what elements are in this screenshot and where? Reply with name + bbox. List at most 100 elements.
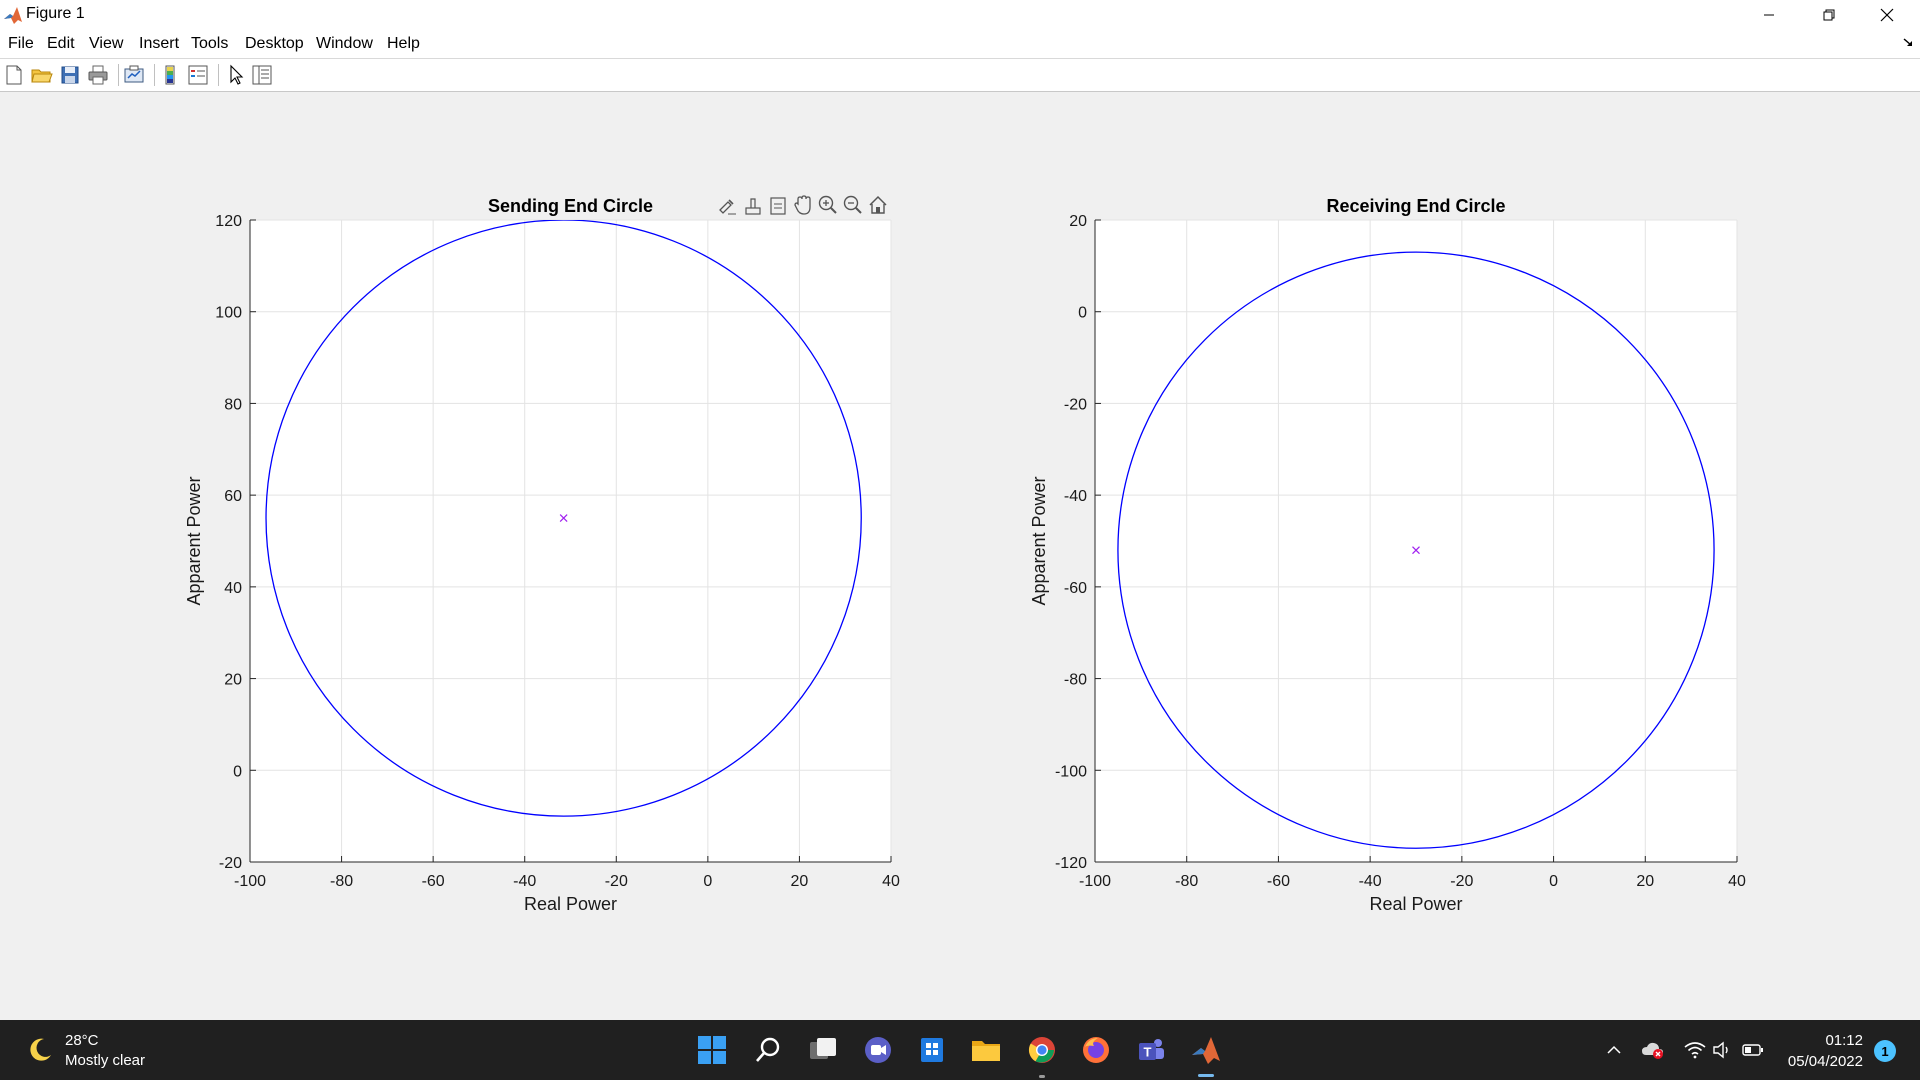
- file-explorer-button[interactable]: [968, 1032, 1004, 1068]
- x-axis-label: Real Power: [524, 894, 617, 914]
- edit-plot-button[interactable]: [224, 63, 248, 87]
- teams-icon: T: [1139, 1039, 1164, 1060]
- battery-status[interactable]: [1741, 1038, 1765, 1062]
- search-button[interactable]: [750, 1032, 786, 1068]
- task-view-button[interactable]: [805, 1032, 841, 1068]
- network-status[interactable]: [1683, 1038, 1707, 1062]
- axes-background: [250, 220, 891, 862]
- close-button[interactable]: [1858, 0, 1916, 30]
- axes-background: [1095, 220, 1737, 862]
- menu-edit[interactable]: Edit: [47, 35, 75, 52]
- menu-window[interactable]: Window: [316, 35, 373, 52]
- property-inspector-button[interactable]: [250, 63, 274, 87]
- matlab-button[interactable]: [1188, 1032, 1224, 1068]
- x-tick-label: 0: [1549, 873, 1558, 890]
- dock-arrow-icon[interactable]: [1902, 36, 1914, 48]
- show-hidden-icons-button[interactable]: [1602, 1038, 1626, 1062]
- minimize-button[interactable]: [1740, 0, 1798, 30]
- save-button[interactable]: [58, 63, 82, 87]
- svg-text:T: T: [1144, 1045, 1152, 1060]
- brush-icon[interactable]: [719, 199, 736, 215]
- toolbar-separator: [118, 64, 119, 86]
- x-tick-label: -40: [513, 873, 536, 890]
- link-plot-button[interactable]: [122, 63, 146, 87]
- wifi-icon: [1684, 1042, 1706, 1059]
- y-tick-label: 20: [1069, 213, 1087, 230]
- axes-layer: -100 -80 -60 -40 -20 0 20 40 -20 0 20 40 60 80 100 120 S…: [184, 196, 1746, 914]
- x-tick-label: 20: [1636, 873, 1654, 890]
- menu-insert[interactable]: Insert: [139, 35, 180, 52]
- volume-control[interactable]: [1710, 1038, 1734, 1062]
- weather-condition: Mostly clear: [65, 1052, 146, 1069]
- print-button[interactable]: [86, 63, 110, 87]
- pan-icon[interactable]: [794, 195, 811, 215]
- figure-toolbar: [0, 58, 1920, 92]
- x-tick-label: -80: [1175, 873, 1198, 890]
- x-axis-label: Real Power: [1369, 894, 1462, 914]
- restore-button[interactable]: [1800, 0, 1858, 30]
- menu-help[interactable]: Help: [387, 35, 420, 52]
- insert-colorbar-button[interactable]: [158, 63, 182, 87]
- task-view-icon: [810, 1038, 836, 1059]
- file-explorer-icon: [972, 1041, 1000, 1061]
- menu-tools[interactable]: Tools: [191, 35, 229, 52]
- insert-colorbar-icon: [165, 65, 175, 85]
- onedrive-status[interactable]: [1641, 1038, 1665, 1062]
- circle-line: [265, 220, 862, 817]
- minimize-icon: [1764, 14, 1774, 16]
- chrome-icon: [1028, 1037, 1055, 1063]
- data-tips-icon[interactable]: [745, 198, 761, 215]
- y-tick-label: -20: [1064, 396, 1087, 413]
- firefox-button[interactable]: [1078, 1032, 1114, 1068]
- y-tick-label: 60: [224, 488, 242, 505]
- teams-chat-icon: [865, 1037, 891, 1063]
- chrome-button[interactable]: [1024, 1032, 1060, 1068]
- menu-view[interactable]: View: [89, 35, 124, 52]
- print-icon: [88, 65, 108, 85]
- property-inspector-icon: [252, 65, 272, 85]
- menu-bar: File Edit View Insert Tools Desktop Wind…: [0, 30, 1920, 58]
- y-tick-label: 120: [215, 213, 242, 230]
- zoom-out-icon[interactable]: [843, 195, 862, 214]
- teams-chat-button[interactable]: [860, 1032, 896, 1068]
- new-figure-button[interactable]: [2, 63, 26, 87]
- zoom-in-icon[interactable]: [818, 195, 837, 214]
- link-plot-icon: [124, 65, 144, 83]
- y-tick-label: 0: [1078, 305, 1087, 322]
- y-axis-label: Apparent Power: [184, 476, 204, 605]
- restore-icon: [1823, 9, 1835, 21]
- notification-badge[interactable]: 1: [1874, 1040, 1896, 1062]
- clock-date: 05/04/2022: [1787, 1053, 1863, 1070]
- teams-button[interactable]: T: [1133, 1032, 1169, 1068]
- running-indicator: [1039, 1075, 1045, 1078]
- microsoft-store-button[interactable]: [914, 1032, 950, 1068]
- save-icon: [61, 66, 79, 84]
- toolbar-separator: [154, 64, 155, 86]
- y-tick-label: 80: [224, 396, 242, 413]
- open-file-button[interactable]: [30, 63, 54, 87]
- y-axis-label: Apparent Power: [1029, 476, 1049, 605]
- y-tick-label: 100: [215, 305, 242, 322]
- x-tick-label: 40: [1728, 873, 1746, 890]
- y-tick-label: -60: [1064, 580, 1087, 597]
- close-icon: [1880, 8, 1894, 22]
- center-marker-stroke: [559, 514, 568, 522]
- axes-title: Sending End Circle: [488, 196, 653, 216]
- active-app-indicator: [1198, 1074, 1214, 1077]
- y-tick-label: -80: [1064, 672, 1087, 689]
- home-icon[interactable]: [869, 195, 887, 214]
- insert-legend-button[interactable]: [186, 63, 210, 87]
- axes-2[interactable]: -100 -80 -60 -40 -20 0 20 40-120-100-80-60-40-2…: [1029, 196, 1746, 914]
- axes-1[interactable]: -100 -80 -60 -40 -20 0 20 40 -20 0 20 40 60 80 100 120 S…: [184, 196, 900, 914]
- start-button[interactable]: [694, 1032, 730, 1068]
- center-marker-stroke: [1412, 546, 1420, 555]
- matlab-icon: [1192, 1037, 1220, 1064]
- chevron-up-icon: [1607, 1045, 1621, 1054]
- window-title: Figure 1: [26, 5, 85, 22]
- battery-icon: [1742, 1044, 1763, 1056]
- restore-view-icon[interactable]: [770, 197, 786, 215]
- menu-file[interactable]: File: [8, 35, 34, 52]
- toolbar-separator: [218, 64, 219, 86]
- menu-desktop[interactable]: Desktop: [245, 35, 304, 52]
- y-tick-label: 40: [224, 580, 242, 597]
